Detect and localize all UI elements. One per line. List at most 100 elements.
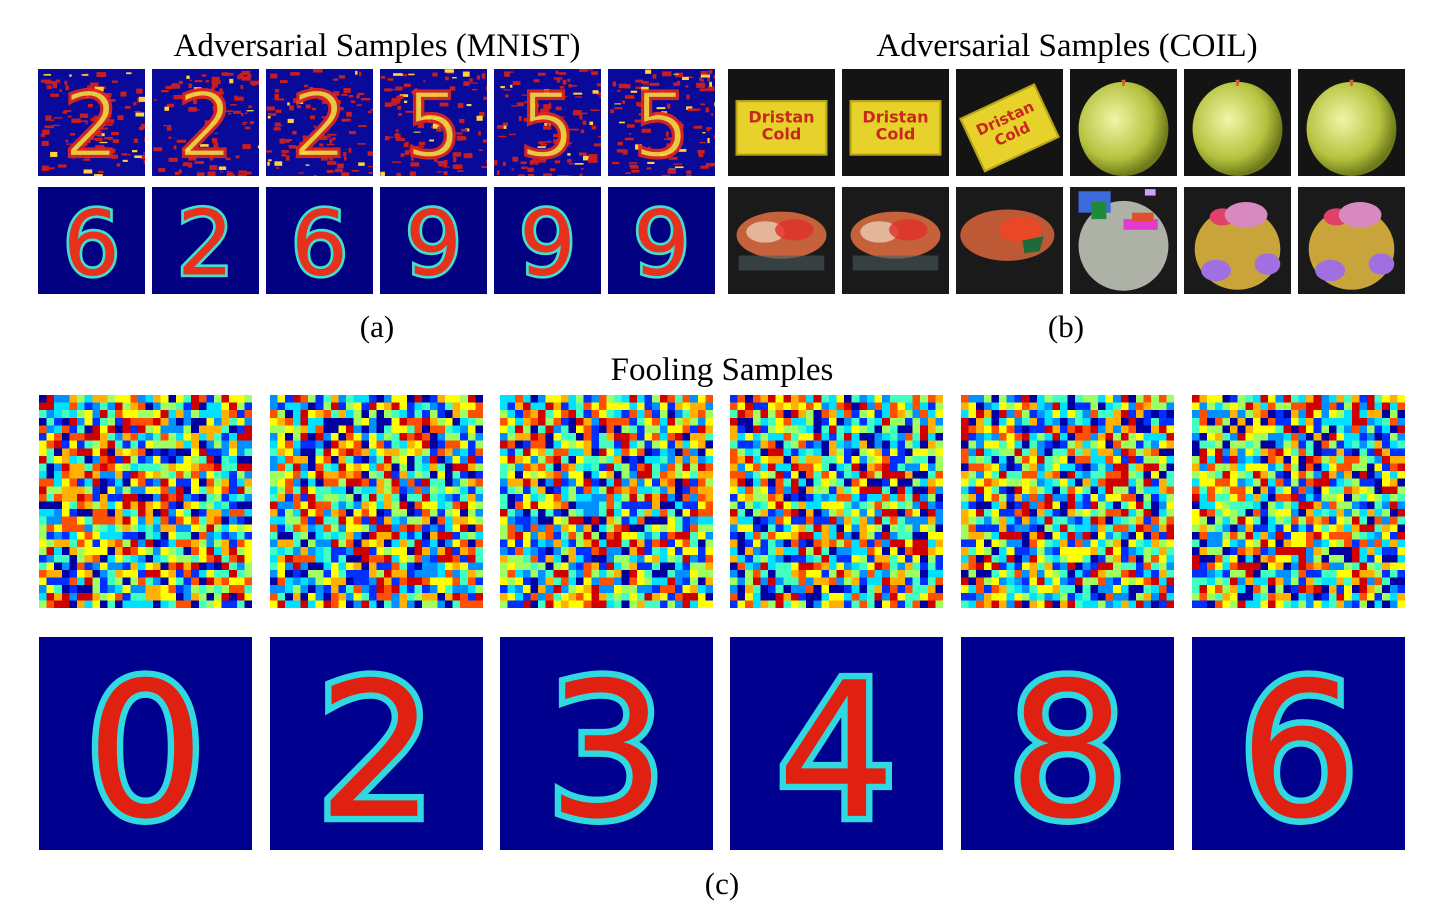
noise-speck [219, 171, 224, 173]
noise-pixel [889, 516, 898, 525]
noise-pixel [422, 547, 430, 555]
noise-pixel [652, 417, 660, 426]
noise-pixel [636, 395, 645, 403]
noise-pixel [576, 433, 584, 441]
noise-pixel [346, 592, 354, 601]
noise-pixel [682, 402, 691, 411]
noise-pixel [935, 410, 943, 418]
noise-pixel [406, 417, 415, 426]
noise-pixel [568, 402, 577, 411]
noise-speck [173, 145, 177, 150]
noise-speck [400, 153, 405, 157]
noise-pixel [361, 554, 370, 563]
noise-pixel [391, 410, 400, 418]
noise-pixel [270, 585, 278, 593]
noise-pixel [1021, 493, 1030, 502]
noise-pixel [961, 402, 969, 411]
noise-speck [413, 149, 423, 153]
noise-pixel [644, 585, 653, 593]
noise-pixel [1044, 524, 1053, 533]
noise-pixel [323, 509, 332, 517]
noise-pixel [338, 448, 347, 457]
noise-pixel [145, 569, 154, 578]
noise-pixel [904, 577, 913, 586]
noise-pixel [77, 509, 85, 517]
noise-speck [234, 95, 238, 99]
noise-pixel [361, 569, 370, 578]
noise-pixel [591, 448, 600, 457]
digit-glyph: 5 [405, 75, 462, 176]
noise-pixel [644, 501, 653, 510]
noise-speck [65, 85, 69, 91]
noise-speck [173, 95, 183, 100]
noise-pixel [308, 417, 316, 426]
noise-pixel [606, 531, 615, 540]
noise-pixel [376, 516, 385, 525]
noise-pixel [1374, 463, 1383, 472]
noise-pixel [614, 600, 622, 608]
noise-pixel [198, 463, 207, 472]
noise-speck [396, 95, 404, 99]
noise-pixel [153, 516, 161, 525]
noise-pixel [1021, 410, 1030, 418]
noise-pixel [768, 478, 776, 487]
noise-pixel [583, 509, 592, 517]
noise-pixel [308, 531, 316, 540]
noise-speck [232, 110, 242, 114]
noise-pixel [1298, 433, 1307, 441]
noise-pixel [1166, 554, 1174, 563]
noise-pixel [629, 569, 638, 578]
noise-pixel [1105, 547, 1114, 555]
noise-pixel [414, 493, 423, 502]
noise-speck [309, 115, 316, 120]
noise-pixel [621, 585, 630, 593]
noise-pixel [376, 410, 385, 418]
noise-pixel [229, 524, 237, 533]
noise-pixel [399, 501, 408, 510]
noise-speck [463, 81, 470, 86]
noise-pixel [168, 524, 177, 533]
noise-pixel [46, 516, 55, 525]
noise-pixel [285, 577, 293, 586]
noise-pixel [1006, 395, 1015, 403]
noise-speck [71, 118, 81, 123]
noise-pixel [798, 539, 807, 548]
noise-pixel [300, 531, 309, 540]
noise-pixel [806, 493, 814, 502]
noise-pixel [813, 486, 822, 495]
noise-pixel [828, 402, 837, 411]
noise-speck [429, 97, 439, 100]
noise-pixel [507, 471, 516, 479]
noise-speck [317, 154, 327, 156]
noise-speck [237, 173, 247, 176]
noise-pixel [798, 455, 807, 464]
noise-pixel [976, 463, 984, 472]
noise-pixel [798, 417, 807, 426]
noise-pixel [429, 463, 438, 472]
noise-pixel [467, 592, 476, 601]
noise-pixel [1166, 600, 1174, 608]
noise-pixel [92, 585, 101, 593]
noise-pixel [752, 463, 761, 472]
noise-pixel [1397, 402, 1405, 411]
noise-pixel [500, 509, 508, 517]
noise-pixel [292, 577, 301, 586]
noise-pixel [1075, 493, 1083, 502]
noise-pixel [621, 592, 630, 601]
noise-pixel [1230, 455, 1238, 464]
noise-pixel [323, 425, 332, 434]
noise-pixel [406, 569, 415, 578]
noise-pixel [69, 433, 78, 441]
noise-pixel [768, 410, 776, 418]
noise-pixel [1143, 402, 1152, 411]
noise-pixel [1067, 433, 1076, 441]
noise-speck [532, 104, 540, 108]
noise-pixel [1090, 440, 1099, 449]
noise-speck [316, 149, 324, 153]
noise-pixel [621, 478, 630, 487]
noise-pixel [168, 455, 177, 464]
noise-pixel [836, 600, 845, 608]
noise-pixel [1328, 455, 1337, 464]
noise-pixel [1105, 554, 1114, 563]
noise-pixel [968, 547, 977, 555]
